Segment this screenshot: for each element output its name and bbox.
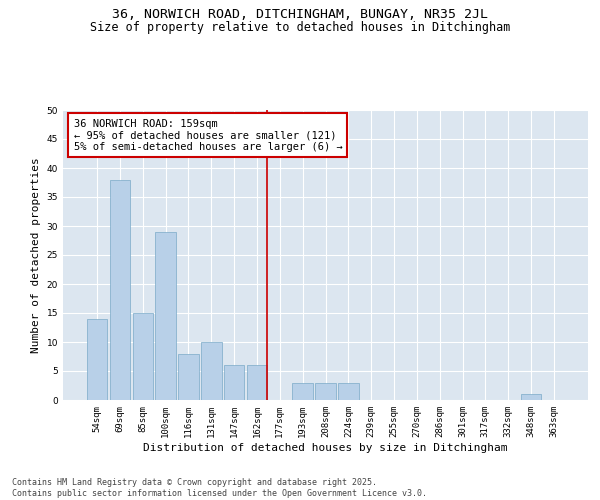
Text: Contains HM Land Registry data © Crown copyright and database right 2025.
Contai: Contains HM Land Registry data © Crown c… [12,478,427,498]
Text: 36, NORWICH ROAD, DITCHINGHAM, BUNGAY, NR35 2JL: 36, NORWICH ROAD, DITCHINGHAM, BUNGAY, N… [112,8,488,20]
Bar [247,365,267,400]
Bar [178,354,199,400]
Bar [110,180,130,400]
Bar [224,365,244,400]
Bar [155,232,176,400]
Bar [338,382,359,400]
Y-axis label: Number of detached properties: Number of detached properties [31,157,41,353]
Bar [292,382,313,400]
Bar [201,342,221,400]
Text: 36 NORWICH ROAD: 159sqm
← 95% of detached houses are smaller (121)
5% of semi-de: 36 NORWICH ROAD: 159sqm ← 95% of detache… [74,118,342,152]
Bar [133,313,153,400]
X-axis label: Distribution of detached houses by size in Ditchingham: Distribution of detached houses by size … [143,442,508,452]
Bar [521,394,541,400]
Bar [315,382,336,400]
Text: Size of property relative to detached houses in Ditchingham: Size of property relative to detached ho… [90,21,510,34]
Bar [87,319,107,400]
